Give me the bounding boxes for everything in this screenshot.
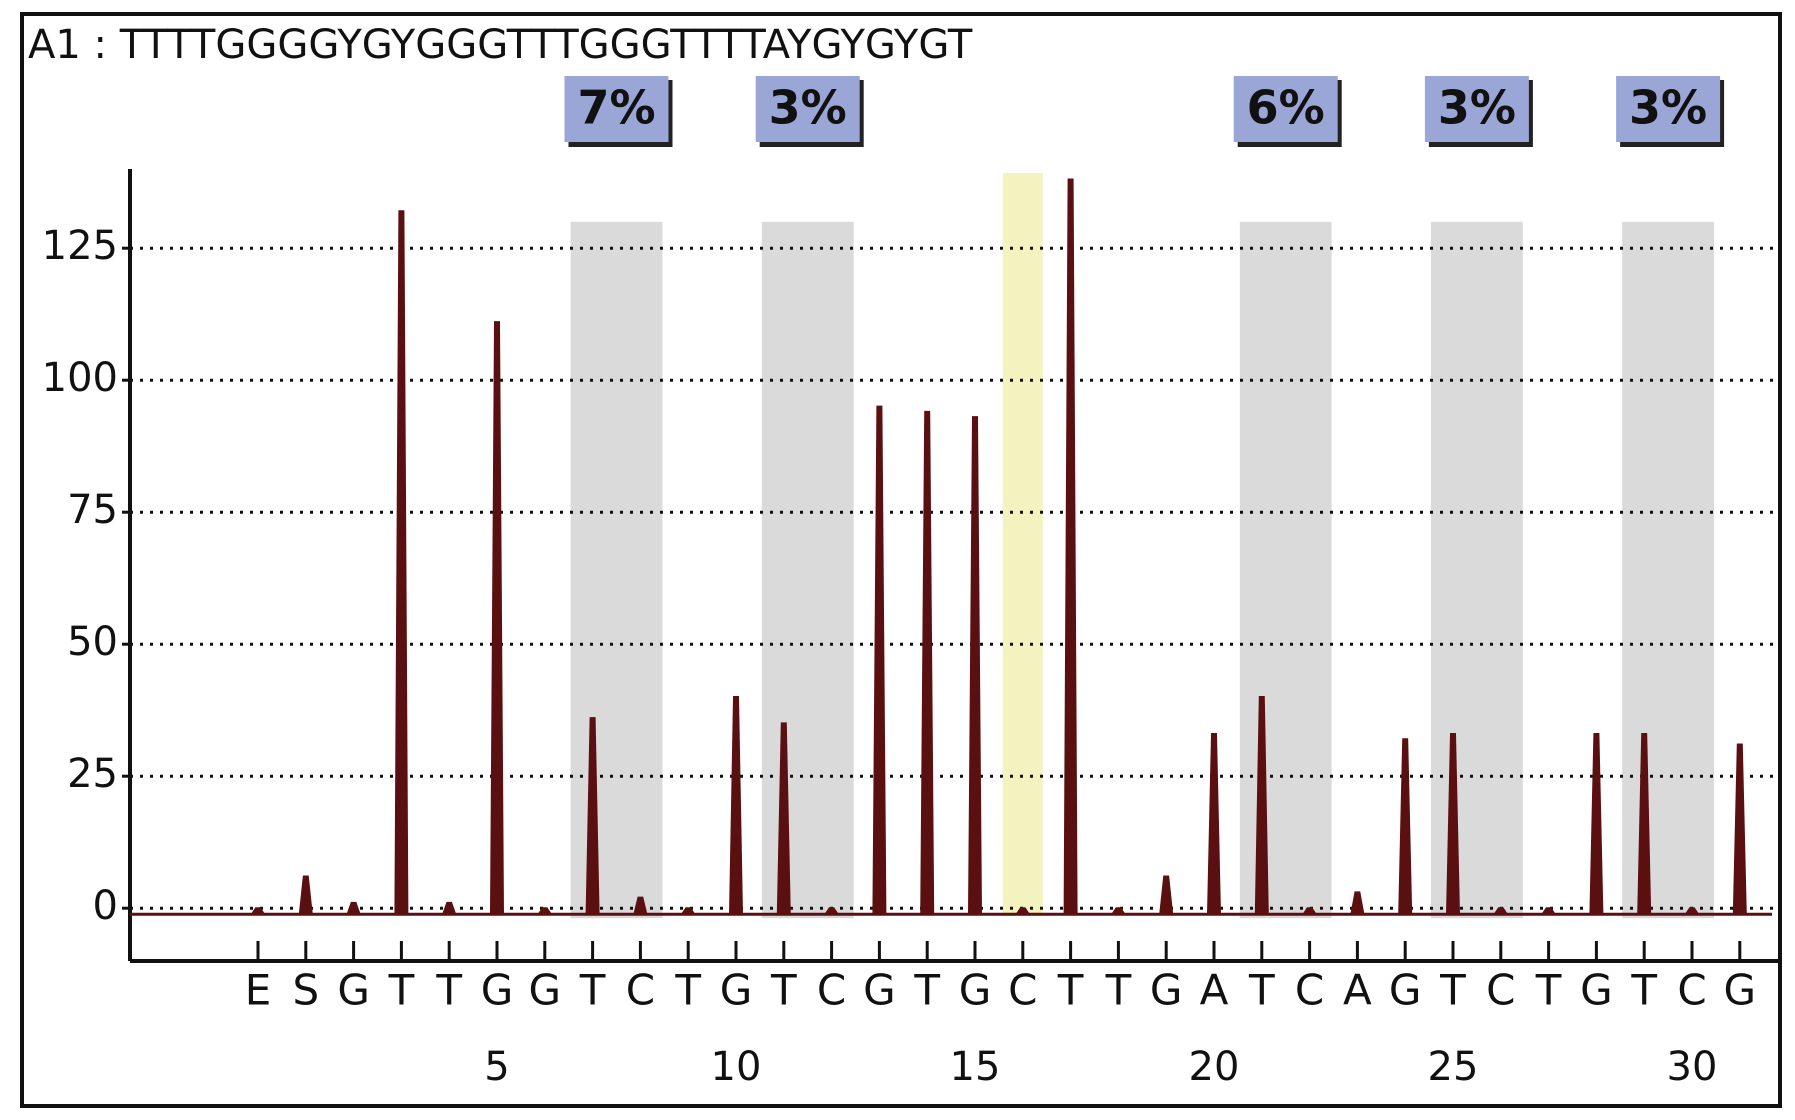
- site-label: 3%: [769, 81, 847, 135]
- site-band: [570, 221, 663, 919]
- x-category-label: G: [529, 966, 562, 1015]
- x-category-label: C: [626, 966, 655, 1015]
- y-tick-label: 125: [42, 223, 118, 269]
- chart-title: A1 : TTTTGGGGYGYGGGTTTGGGTTTTAYGYGYGT: [28, 22, 973, 68]
- site-band: [1431, 221, 1523, 919]
- site-label: 7%: [577, 81, 655, 135]
- peak: [920, 410, 935, 916]
- peak: [1492, 907, 1509, 916]
- x-category-label: A: [1343, 966, 1372, 1015]
- x-category-label: T: [913, 966, 940, 1015]
- peak: [728, 696, 744, 916]
- x-category-label: T: [435, 966, 462, 1015]
- control-band: [1002, 173, 1043, 917]
- site-box: [755, 76, 860, 142]
- x-category-label: C: [1008, 966, 1037, 1015]
- x-category-label: C: [1486, 966, 1515, 1015]
- x-category-label: G: [481, 966, 514, 1015]
- site-band: [761, 221, 854, 919]
- x-category-label: C: [1295, 966, 1324, 1015]
- x-category-label: T: [1630, 966, 1657, 1015]
- x-tick-label: 5: [484, 1044, 509, 1090]
- x-category-label: G: [1724, 966, 1757, 1015]
- x-category-label: T: [579, 966, 606, 1015]
- peak: [1254, 696, 1269, 916]
- peak: [1159, 875, 1174, 916]
- peak: [680, 907, 697, 916]
- x-category-label: T: [1248, 966, 1275, 1015]
- site-box: [564, 76, 669, 142]
- y-tick-label: 75: [67, 487, 118, 533]
- peak: [394, 210, 409, 916]
- peak: [1206, 732, 1222, 916]
- peak: [1637, 732, 1652, 916]
- peak: [346, 901, 362, 916]
- x-category-label: G: [337, 966, 370, 1015]
- x-category-label: A: [1200, 966, 1229, 1015]
- peak: [872, 405, 887, 916]
- peak: [776, 722, 791, 916]
- x-category-label: C: [817, 966, 846, 1015]
- y-tick-label: 25: [67, 751, 118, 797]
- peak: [1589, 732, 1604, 916]
- peak: [1732, 743, 1747, 916]
- peak: [1684, 907, 1700, 916]
- site-box: [1424, 76, 1529, 142]
- peak: [536, 907, 553, 916]
- x-category-label: G: [959, 966, 992, 1015]
- x-category-label: T: [1535, 966, 1562, 1015]
- x-category-label: G: [720, 966, 753, 1015]
- site-box: [1233, 76, 1338, 142]
- peak: [1014, 907, 1031, 916]
- x-category-label: G: [863, 966, 896, 1015]
- x-category-label: T: [388, 966, 415, 1015]
- x-category-label: E: [245, 966, 272, 1015]
- x-category-label: T: [1057, 966, 1084, 1015]
- site-label: 3%: [1438, 81, 1516, 135]
- peak: [1110, 907, 1127, 916]
- y-tick-label: 0: [93, 883, 118, 929]
- x-tick-label: 15: [950, 1044, 1001, 1090]
- peak: [633, 896, 648, 916]
- x-category-label: T: [1439, 966, 1466, 1015]
- peak: [1350, 891, 1365, 916]
- site-label: 6%: [1247, 81, 1325, 135]
- x-tick-label: 30: [1667, 1044, 1718, 1090]
- peak: [1398, 738, 1413, 916]
- peak: [1540, 907, 1557, 916]
- peak: [823, 907, 840, 916]
- peak: [1063, 178, 1078, 916]
- peak: [1301, 907, 1318, 916]
- peak: [250, 907, 266, 916]
- x-category-label: G: [1389, 966, 1422, 1015]
- y-tick-label: 50: [67, 619, 118, 665]
- x-tick-label: 25: [1428, 1044, 1479, 1090]
- x-category-label: G: [1580, 966, 1613, 1015]
- x-tick-label: 10: [711, 1044, 762, 1090]
- site-band: [1622, 221, 1714, 919]
- y-tick-label: 100: [42, 355, 118, 401]
- x-category-label: C: [1677, 966, 1706, 1015]
- x-category-label: S: [292, 966, 319, 1015]
- site-band: [1239, 221, 1332, 919]
- site-label: 3%: [1629, 81, 1707, 135]
- x-category-label: T: [1105, 966, 1132, 1015]
- x-category-label: T: [770, 966, 797, 1015]
- peak: [585, 717, 600, 916]
- peak: [1445, 732, 1461, 916]
- x-tick-label: 20: [1189, 1044, 1240, 1090]
- peak: [489, 321, 505, 916]
- peak: [298, 875, 313, 916]
- site-box: [1616, 76, 1721, 142]
- x-category-label: G: [1150, 966, 1183, 1015]
- peak: [441, 901, 457, 916]
- peak: [967, 416, 983, 916]
- x-category-label: T: [674, 966, 701, 1015]
